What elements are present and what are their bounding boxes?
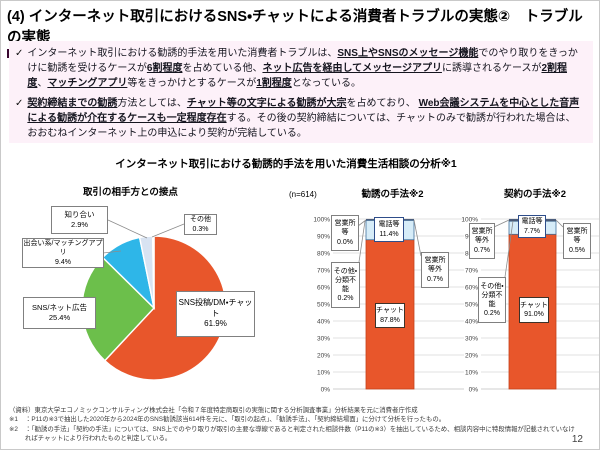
y-tick-label: 100% [313, 216, 330, 223]
y-tick-label: 70% [465, 267, 478, 274]
pie-label-sns-post: SNS投稿/DM・チャット 61.9% [176, 291, 255, 337]
bar-chart-block-keiyaku: 契約の手法※2 0%10%20%30%40%50%60%70%80%90%100… [451, 186, 599, 401]
bar-chart-title-kanyu: 勧誘の手法※2 [361, 189, 424, 200]
callout-line [413, 219, 422, 257]
callout-line [493, 219, 510, 228]
callout-denwa: 電話等 11.4% [374, 217, 404, 242]
emphasized-text: 契約締結までの勧誘 [27, 98, 118, 109]
plain-text: 、 [37, 78, 48, 89]
bullet-item-2: ✓ 契約締結までの勧誘方法としては、チャット等の文字による勧誘が大宗を占めており… [15, 96, 585, 141]
plain-text: する。その後の契約締結については、チャットのみで勧誘が行われた場合は、おおむねイ… [27, 113, 576, 139]
y-tick-label: 0% [321, 386, 331, 393]
callout-eigyosho-gai: 営業所等外 0.7% [421, 252, 449, 288]
plain-text: でのやり取りをきっかけに勧誘を受けるケースが [27, 48, 578, 74]
emphasized-text: 1割程度 [256, 78, 292, 89]
y-tick-label: 10% [317, 369, 330, 376]
y-tick-label: 40% [317, 318, 330, 325]
y-tick-label: 20% [317, 352, 330, 359]
plain-text: を占めており、 [346, 98, 419, 109]
plain-text: を占めている他、 [182, 63, 263, 74]
pie-label-sonota: その他 0.3% [184, 214, 217, 235]
pie-chart-title: 取引の相手方との接点 [83, 187, 178, 198]
sample-size-label: (n=614) [289, 190, 317, 199]
bar-chart-block-kanyu: 勧誘の手法※2 0% 10% 20% 30% 40% 50% 60% 70% 80% 90% 100… [301, 186, 466, 401]
y-tick-label: 30% [317, 335, 330, 342]
plain-text: に誘導されるケースが [441, 63, 542, 74]
y-tick-label: 10% [465, 369, 478, 376]
y-tick-label: 20% [465, 352, 478, 359]
y-tick-label: 80% [317, 250, 330, 257]
callout-line [504, 220, 514, 278]
y-tick-label: 40% [465, 318, 478, 325]
summary-panel: ✓ インターネット取引における勧誘的手法を用いた消費者トラブルは、SNS上やSN… [9, 41, 593, 143]
footer: （資料）東京大学エコノミックコンサルティング株式会社「令和７年度特定商取引の実態… [9, 406, 575, 443]
pie-chart [81, 235, 227, 381]
y-tick-label: 30% [465, 335, 478, 342]
callout-eigyosho: 営業所等 0.0% [331, 215, 359, 251]
emphasized-text: 2割程度 [27, 63, 568, 89]
plain-text: インターネット取引における勧誘的手法を用いた消費者トラブルは、 [27, 48, 338, 59]
emphasized-text: SNS上やSNSのメッセージ機能 [337, 48, 479, 59]
emphasized-text: 6割程度 [146, 63, 183, 74]
bullet-text-2: 契約締結までの勧誘方法としては、チャット等の文字による勧誘が大宗を占めており、 … [27, 96, 585, 141]
y-tick-label: 90% [317, 233, 330, 240]
emphasized-text: Web会議システムを中心とした音声による勧誘が介在するケースも一定程度存在 [27, 98, 580, 124]
callout-denwa: 電話等 7.7% [518, 215, 546, 238]
callout-eigyosho: 営業所等 0.5% [563, 223, 591, 259]
callout-line [358, 220, 366, 263]
callout-sonota: その他・分類不能 0.2% [331, 262, 360, 308]
pie-label-shiriai: 知り合い 2.9% [51, 206, 108, 234]
bullet-text-1: インターネット取引における勧誘的手法を用いた消費者トラブルは、SNS上やSNSの… [27, 46, 585, 91]
bullet-item-1: ✓ インターネット取引における勧誘的手法を用いた消費者トラブルは、SNS上やSN… [15, 46, 585, 91]
y-tick-label: 0% [469, 386, 479, 393]
y-tick-label: 50% [317, 301, 330, 308]
plain-text: 等をきっかけとするケースが [127, 78, 257, 89]
emphasized-text: チャット等の文字による勧誘が大宗 [186, 98, 347, 109]
plain-text: 方法としては、 [117, 98, 187, 109]
footnote-1: ※1 ：P11の※3で抽出した2020年から2024年のSNS勧誘該当614件を… [9, 416, 446, 424]
plain-text: となっている。 [291, 78, 361, 89]
y-tick-label: 60% [465, 284, 478, 291]
source-note: （資料）東京大学エコノミックコンサルティング株式会社「令和７年度特定商取引の実態… [9, 407, 418, 414]
y-tick-label: 50% [465, 301, 478, 308]
callout-eigyosho-gai: 営業所等外 0.7% [469, 223, 495, 259]
footnote-2: ※2 ：「勧誘の手法」「契約の手法」については、SNS上でのやり取りが取引の主要… [9, 425, 575, 442]
pie-label-deai: 出会い系/マッチングアプリ 9.4% [22, 238, 104, 268]
y-tick-label: 100% [461, 216, 478, 223]
analysis-section-title: インターネット取引における勧誘的手法を用いた消費生活相談の分析※1 [115, 158, 457, 170]
y-tick-label: 60% [317, 284, 330, 291]
pie-label-sns-ad: SNS/ネット広告 25.4% [23, 297, 96, 329]
emphasized-text: ネット広告を経由してメッセージアプリ [262, 63, 442, 74]
pie-chart-block: 取引の相手方との接点 知り合い 2.9% その他 0.3% 出会い系/マッチング… [21, 181, 299, 403]
callout-line [555, 219, 564, 228]
emphasized-text: マッチングアプリ [47, 78, 128, 89]
callout-chat: チャット 91.0% [519, 297, 549, 323]
check-icon: ✓ [15, 98, 24, 109]
bar-chart-title-keiyaku: 契約の手法※2 [503, 189, 567, 200]
page-number: 12 [571, 434, 583, 445]
callout-sonota: その他・分類不能 0.2% [478, 277, 506, 323]
callout-chat: チャット 87.8% [375, 303, 405, 328]
y-tick-label: 70% [317, 267, 330, 274]
check-icon: ✓ [15, 48, 24, 59]
